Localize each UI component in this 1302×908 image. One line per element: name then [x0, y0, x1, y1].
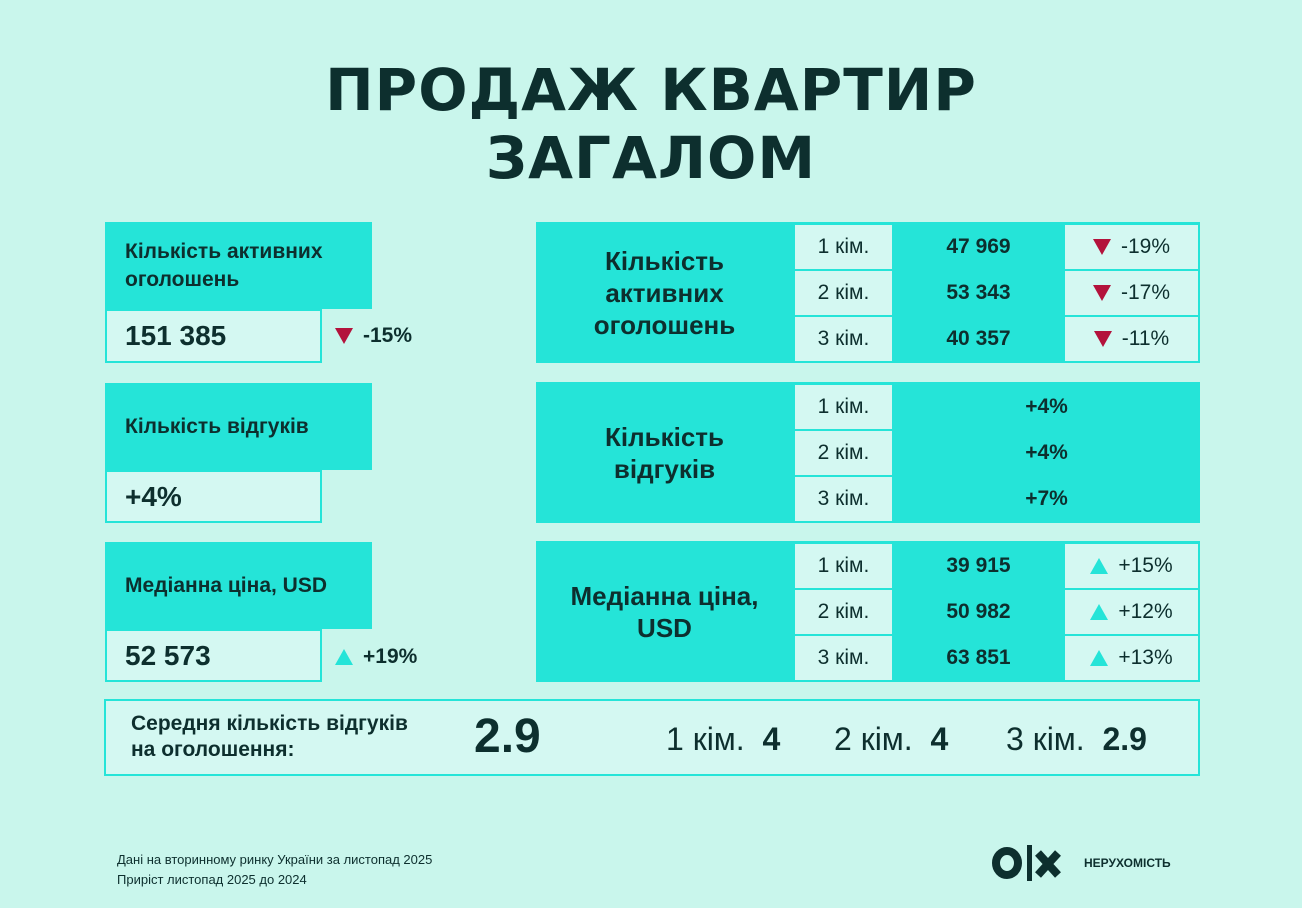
- down-triangle-icon: [1093, 331, 1112, 347]
- rooms-cell: 3 кім.: [795, 636, 892, 680]
- table-row: 2 кім. 50 982 +12%: [795, 590, 1198, 634]
- table-row: 2 кім. 53 343 -17%: [795, 271, 1198, 315]
- card-change-price: +19%: [335, 645, 417, 669]
- change-text: -17%: [1120, 281, 1171, 304]
- change-cell: -17%: [1065, 271, 1198, 315]
- average-responses-box: Середня кількість відгуків на оголошення…: [104, 699, 1200, 776]
- down-triangle-icon: [1092, 239, 1111, 255]
- change-cell: -19%: [1065, 225, 1198, 269]
- card-value-price: 52 573: [105, 629, 322, 682]
- rooms-cell: 2 кім.: [795, 271, 892, 315]
- change-text: +13%: [1118, 646, 1173, 669]
- card-label-responses: Кількість відгуків: [105, 383, 372, 470]
- table-row: 3 кім. 63 851 +13%: [795, 636, 1198, 680]
- change-text: +19%: [363, 645, 418, 668]
- brand-text: НЕРУХОМІСТЬ: [1084, 856, 1171, 870]
- panel-title: Кількість відгуків: [604, 421, 724, 484]
- rooms-label: 1 кім.: [666, 721, 745, 757]
- olx-logo-icon: [992, 845, 1061, 881]
- card-change-listings: -15%: [335, 324, 412, 348]
- down-triangle-icon: [1092, 285, 1111, 301]
- rooms-cell: 3 кім.: [795, 317, 892, 361]
- card-label-listings: Кількість активних оголошень: [105, 222, 372, 309]
- rooms-cell: 2 кім.: [795, 590, 892, 634]
- panel-responses: Кількість відгуків 1 кім. +4% 2 кім. +4% 3…: [536, 382, 1200, 523]
- panel-listings: Кількість активних оголошень 1 кім. 47 96…: [536, 222, 1200, 363]
- value-cell: 63 851: [946, 646, 1011, 669]
- average-value: 2.9: [474, 710, 541, 763]
- change-cell: +15%: [1065, 544, 1198, 588]
- value-cell: +4%: [1025, 441, 1068, 464]
- page-title: ПРОДАЖ КВАРТИР ЗАГАЛОМ: [0, 56, 1302, 192]
- footnote-line-1: Дані на вторинному ринку України за лист…: [117, 852, 433, 867]
- title-line-2: ЗАГАЛОМ: [485, 124, 817, 192]
- change-cell: +12%: [1065, 590, 1198, 634]
- card-value-responses: +4%: [105, 470, 322, 523]
- footnote: Дані на вторинному ринку України за лист…: [117, 850, 432, 890]
- value-cell: +4%: [1025, 395, 1068, 418]
- rooms-cell: 2 кім.: [795, 431, 892, 475]
- average-1-room: 1 кім. 4: [666, 721, 780, 758]
- average-label: Середня кількість відгуків на оголошення…: [131, 712, 408, 761]
- up-triangle-icon: [1090, 650, 1109, 666]
- title-line-1: ПРОДАЖ КВАРТИР: [325, 56, 977, 124]
- change-text: -15%: [363, 324, 413, 347]
- value-cell: 40 357: [946, 327, 1011, 350]
- panel-price: Медіанна ціна, USD 1 кім. 39 915 +15% 2 кі…: [536, 541, 1200, 682]
- change-cell: -11%: [1065, 317, 1198, 361]
- table-row: 1 кім. 39 915 +15%: [795, 544, 1198, 588]
- rooms-cell: 1 кім.: [795, 225, 892, 269]
- change-cell: +13%: [1065, 636, 1198, 680]
- table-row: 2 кім. +4%: [795, 431, 1198, 475]
- rooms-cell: 1 кім.: [795, 544, 892, 588]
- card-value-listings: 151 385: [105, 309, 322, 363]
- table-row: 1 кім. 47 969 -19%: [795, 225, 1198, 269]
- up-triangle-icon: [335, 649, 353, 665]
- value-cell: +7%: [1025, 487, 1068, 510]
- down-triangle-icon: [335, 328, 353, 344]
- up-triangle-icon: [1090, 558, 1109, 574]
- change-text: -11%: [1121, 327, 1170, 350]
- card-label-price: Медіанна ціна, USD: [105, 542, 372, 629]
- olx-logo: НЕРУХОМІСТЬ: [992, 843, 1171, 883]
- table-row: 3 кім. 40 357 -11%: [795, 317, 1198, 361]
- change-text: +15%: [1118, 554, 1173, 577]
- up-triangle-icon: [1090, 604, 1109, 620]
- change-text: +12%: [1118, 600, 1173, 623]
- panel-title: Кількість активних оголошень: [593, 245, 736, 340]
- rooms-label: 2 кім.: [834, 721, 913, 757]
- average-3-room: 3 кім. 2.9: [1006, 721, 1147, 758]
- rooms-value: 4: [762, 721, 781, 757]
- value-cell: 39 915: [946, 554, 1011, 577]
- rooms-cell: 3 кім.: [795, 477, 892, 521]
- table-row: 1 кім. +4%: [795, 385, 1198, 429]
- change-text: -19%: [1120, 235, 1171, 258]
- rooms-value: 2.9: [1102, 721, 1147, 757]
- table-row: 3 кім. +7%: [795, 477, 1198, 521]
- value-cell: 50 982: [946, 600, 1011, 623]
- rooms-label: 3 кім.: [1006, 721, 1085, 757]
- value-cell: 47 969: [946, 235, 1011, 258]
- value-cell: 53 343: [946, 281, 1011, 304]
- rooms-cell: 1 кім.: [795, 385, 892, 429]
- rooms-value: 4: [930, 721, 949, 757]
- footnote-line-2: Приріст листопад 2025 до 2024: [117, 872, 307, 887]
- panel-title: Медіанна ціна, USD: [570, 580, 759, 643]
- average-2-room: 2 кім. 4: [834, 721, 948, 758]
